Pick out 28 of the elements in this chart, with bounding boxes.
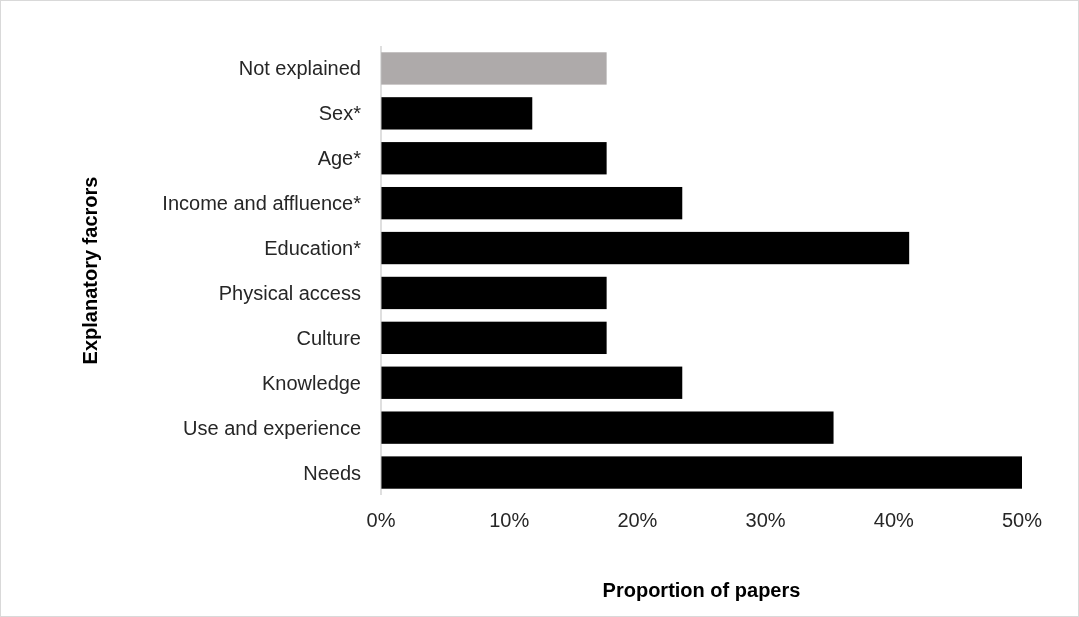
x-tick-label: 40% (873, 509, 915, 531)
bar (381, 321, 607, 355)
x-tick-label: 20% (617, 509, 658, 531)
bar (381, 52, 607, 85)
y-tick-label: Use and experience (183, 416, 361, 439)
y-tick-label: Education* (264, 237, 362, 260)
y-tick-label: Income and affluence* (162, 192, 362, 215)
x-tick-label: 0% (366, 509, 396, 531)
y-tick-label: Knowledge (262, 371, 361, 394)
y-tick-label: Age* (317, 147, 362, 170)
y-axis-title: Explanatory facrors (79, 176, 101, 365)
bar (381, 456, 1022, 489)
y-tick-label: Culture (296, 326, 361, 349)
x-tick-label: 10% (489, 509, 530, 531)
y-tick-label: Sex* (318, 102, 362, 125)
bar (381, 231, 910, 265)
x-tick-label: 30% (745, 509, 786, 531)
y-tick-label: Not explained (238, 57, 361, 80)
y-tick-label: Needs (303, 461, 361, 484)
bar (381, 142, 607, 175)
x-axis-title: Proportion of papers (602, 579, 801, 601)
bar (381, 411, 834, 444)
x-tick-label: 50% (1001, 509, 1043, 531)
y-tick-label: Physical access (218, 281, 361, 304)
bar (381, 276, 607, 310)
bar (381, 186, 683, 220)
bar (381, 366, 683, 399)
bar (381, 97, 533, 130)
